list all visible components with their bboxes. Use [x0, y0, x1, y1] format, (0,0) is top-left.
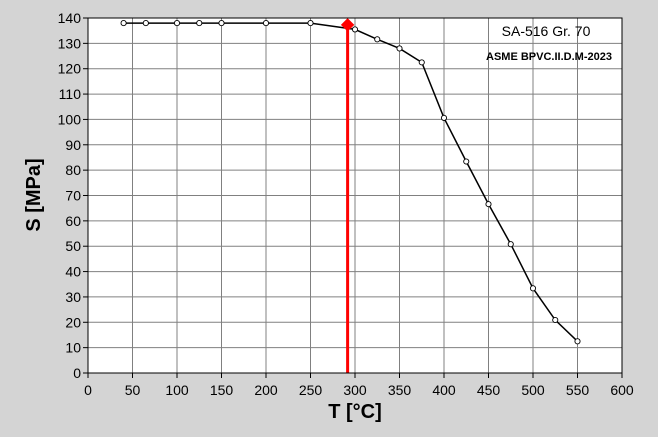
data-point: [463, 158, 470, 165]
y-tick-label: 10: [65, 340, 81, 356]
data-point: [173, 20, 181, 27]
data-point: [142, 20, 149, 27]
axes: 0 50 100 150 200 250 300 350 400 450 500 550 600 0 10 2…: [58, 10, 634, 398]
x-tick-label: 0: [84, 382, 92, 398]
y-tick-label: 0: [73, 365, 81, 381]
y-tick-label: 100: [58, 111, 82, 127]
data-point: [307, 20, 314, 27]
data-point: [440, 114, 448, 121]
data-point: [507, 241, 514, 248]
x-tick-label: 550: [566, 382, 590, 398]
data-point: [262, 20, 270, 27]
x-tick-label: 50: [125, 382, 141, 398]
highlight-marker: [340, 18, 355, 32]
y-tick-label: 80: [65, 162, 81, 178]
source-label: ASME BPVC.II.D.M-2023: [486, 51, 612, 63]
series-line: [123, 22, 579, 342]
data-point: [574, 338, 581, 345]
x-tick-label: 300: [343, 382, 367, 398]
grid-lines: [88, 18, 622, 373]
data-point: [418, 59, 425, 66]
y-axis-title: S [MPa]: [23, 158, 45, 231]
y-tick-label: 70: [65, 188, 81, 204]
y-tick-label: 110: [59, 86, 82, 102]
x-tick-label: 400: [432, 382, 456, 398]
plot-frame: [87, 17, 623, 374]
y-tick-label: 30: [65, 289, 81, 305]
x-tick-label: 100: [165, 382, 189, 398]
x-axis-title: T [°C]: [328, 401, 382, 423]
data-point: [196, 20, 203, 27]
highlight-layer: [340, 18, 355, 373]
y-tick-label: 20: [65, 314, 81, 330]
y-tick-label: 120: [58, 61, 82, 77]
x-tick-label: 450: [477, 382, 501, 398]
x-tick-label: 200: [254, 382, 278, 398]
data-point: [120, 20, 127, 27]
x-tick-label: 350: [388, 382, 412, 398]
data-point: [529, 285, 537, 292]
y-tick-label: 50: [65, 238, 81, 254]
y-tick-label: 130: [58, 35, 82, 51]
series-layer: [120, 20, 581, 345]
x-tick-label: 250: [299, 382, 323, 398]
y-tick-label: 140: [58, 10, 82, 26]
y-tick-label: 40: [65, 264, 81, 280]
x-tick-label: 600: [610, 382, 634, 398]
data-point: [374, 36, 381, 43]
y-tick-label: 60: [65, 213, 81, 229]
material-label: SA-516 Gr. 70: [502, 23, 591, 39]
y-tick-label: 90: [65, 137, 81, 153]
data-point: [552, 316, 559, 324]
x-tick-label: 500: [521, 382, 545, 398]
data-point: [485, 201, 492, 208]
data-point: [351, 26, 359, 33]
data-point: [218, 20, 225, 27]
data-point: [396, 45, 403, 52]
x-tick-label: 150: [210, 382, 234, 398]
